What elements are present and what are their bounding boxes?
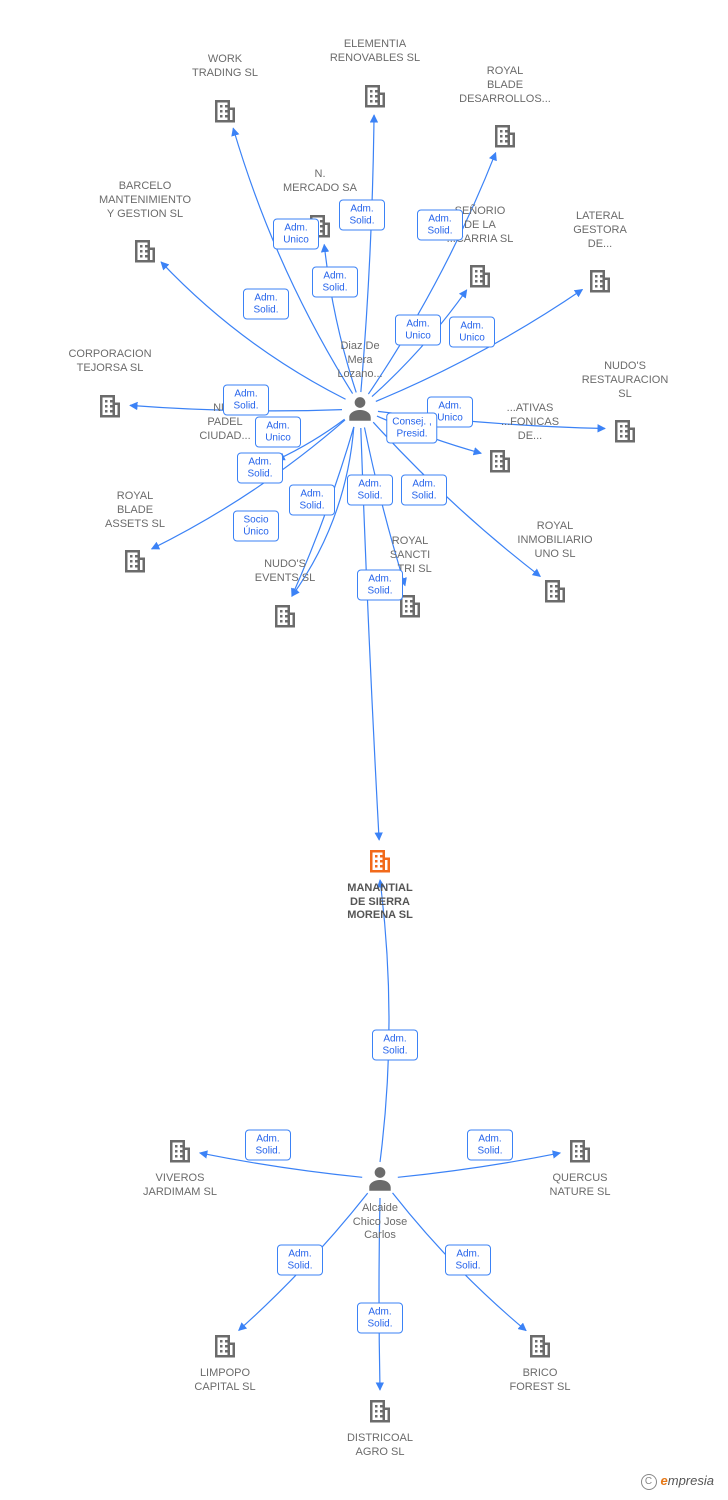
node-elementia[interactable] [315,80,435,115]
edge-label-diaz-royal_blade_des: Adm. Solid. [417,210,463,241]
node-label-royal_blade_des: ROYAL BLADE DESARROLLOS... [445,63,565,106]
node-label: DISTRICOAL AGRO SL [320,1432,440,1460]
brand-e: e [661,1473,668,1488]
node-label: NUDO'S EVENTS SL [225,558,345,586]
building-icon [365,866,395,878]
edge-label-diaz-senorio: Adm. Unico [395,315,441,346]
edge-label-alcaide-districoal: Adm. Solid. [357,1303,403,1334]
edge-label-diaz-nudos_events: Socio Único [233,511,279,542]
node-quercus[interactable]: QUERCUS NATURE SL [520,1135,640,1199]
node-label-nudos_events: NUDO'S EVENTS SL [225,556,345,586]
node-work_trading[interactable] [165,95,285,130]
building-icon [95,411,125,423]
node-label: Alcaide Chico Jose Carlos [320,1202,440,1243]
node-label: LATERAL GESTORA DE... [540,210,660,251]
building-icon [525,1351,555,1363]
node-label-n_mercado: N. MERCADO SA [260,166,380,196]
node-label: BARCELO MANTENIMIENTO Y GESTION SL [85,180,205,221]
building-icon [485,466,515,478]
edge-label-diaz-barcelo: Adm. Solid. [312,267,358,298]
building-icon [130,256,160,268]
edge-label-alcaide-manantial: Adm. Solid. [372,1030,418,1061]
edge-label-diaz-royal_blade_assets: Adm. Solid. [237,453,283,484]
building-icon [120,566,150,578]
node-label: QUERCUS NATURE SL [520,1172,640,1200]
node-label: ROYAL BLADE DESARROLLOS... [445,65,565,106]
node-label-royal_inmo: ROYAL INMOBILIARIO UNO SL [495,518,615,561]
node-viveros[interactable]: VIVEROS JARDIMAM SL [120,1135,240,1199]
edge-label-alcaide-brico: Adm. Solid. [445,1245,491,1276]
node-alcaide[interactable]: Alcaide Chico Jose Carlos [320,1165,440,1243]
node-lateral[interactable] [540,265,660,300]
node-limpopo[interactable]: LIMPOPO CAPITAL SL [165,1330,285,1394]
building-icon [565,1156,595,1168]
edge-label-diaz-manantial: Adm. Solid. [357,570,403,601]
node-label: WORK TRADING SL [165,53,285,81]
node-label: Diaz De Mera Lozano... [300,340,420,381]
node-label: ...ATIVAS ...FONICAS DE... [470,402,590,443]
edge-label-alcaide-quercus: Adm. Solid. [467,1130,513,1161]
building-icon [490,141,520,153]
node-ativas[interactable] [440,445,560,480]
node-districoal[interactable]: DISTRICOAL AGRO SL [320,1395,440,1459]
building-icon [465,281,495,293]
building-icon [360,101,390,113]
building-icon [270,621,300,633]
edge-label-alcaide-limpopo: Adm. Solid. [277,1245,323,1276]
node-royal_blade_assets[interactable] [75,545,195,580]
edge-label-diaz-royal_inmo: Adm. Solid. [401,475,447,506]
node-label-elementia: ELEMENTIA RENOVABLES SL [315,36,435,66]
node-label: BRICO FOREST SL [480,1367,600,1395]
node-corp_tejorsa[interactable] [50,390,170,425]
person-icon [347,416,373,428]
node-label: CORPORACION TEJORSA SL [50,348,170,376]
brand-rest: mpresia [668,1473,714,1488]
node-label: MANANTIAL DE SIERRA MORENA SL [320,882,440,923]
node-label: ROYAL BLADE ASSETS SL [75,490,195,531]
building-icon [210,1351,240,1363]
node-brico[interactable]: BRICO FOREST SL [480,1330,600,1394]
copyright-symbol: C [641,1474,657,1490]
node-label-lateral: LATERAL GESTORA DE... [540,208,660,251]
edge-label-alcaide-viveros: Adm. Solid. [245,1130,291,1161]
node-label-ativas: ...ATIVAS ...FONICAS DE... [470,400,590,443]
edge-label-diaz-corp_tejorsa: Adm. Solid. [223,385,269,416]
building-icon [610,436,640,448]
node-label: ROYAL INMOBILIARIO UNO SL [495,520,615,561]
node-manantial[interactable]: MANANTIAL DE SIERRA MORENA SL [320,845,440,923]
building-icon [165,1156,195,1168]
edge-label-diaz-work_trading: Adm. Solid. [243,289,289,320]
node-label-work_trading: WORK TRADING SL [165,51,285,81]
edge-label-diaz-ativas: Consej. , Presid. [386,413,437,444]
edge-label-diaz-nudos_events: Adm. Solid. [289,485,335,516]
copyright: Cempresia [641,1473,714,1490]
node-nudos_events[interactable] [225,600,345,635]
node-label: VIVEROS JARDIMAM SL [120,1172,240,1200]
node-label-barcelo: BARCELO MANTENIMIENTO Y GESTION SL [85,178,205,221]
node-barcelo[interactable] [85,235,205,270]
node-label-corp_tejorsa: CORPORACION TEJORSA SL [50,346,170,376]
node-label: LIMPOPO CAPITAL SL [165,1367,285,1395]
building-icon [365,1416,395,1428]
person-icon [367,1186,393,1198]
node-label-royal_blade_assets: ROYAL BLADE ASSETS SL [75,488,195,531]
building-icon [210,116,240,128]
edge-label-diaz-lateral: Adm. Unico [449,317,495,348]
building-icon [585,286,615,298]
edge-label-diaz-nudos_padel: Adm. Unico [255,417,301,448]
edge-label-diaz-elementia: Adm. Solid. [339,200,385,231]
node-label: N. MERCADO SA [260,168,380,196]
edge-label-diaz-n_mercado: Adm. Unico [273,219,319,250]
node-royal_blade_des[interactable] [445,120,565,155]
node-label: NUDO'S RESTAURACION SL [565,360,685,401]
node-label: ELEMENTIA RENOVABLES SL [315,38,435,66]
building-icon [540,596,570,608]
node-senorio[interactable] [420,260,540,295]
node-royal_inmo[interactable] [495,575,615,610]
node-label-nudos_rest: NUDO'S RESTAURACION SL [565,358,685,401]
building-icon [395,611,425,623]
edge-label-diaz-royal_sancti: Adm. Solid. [347,475,393,506]
